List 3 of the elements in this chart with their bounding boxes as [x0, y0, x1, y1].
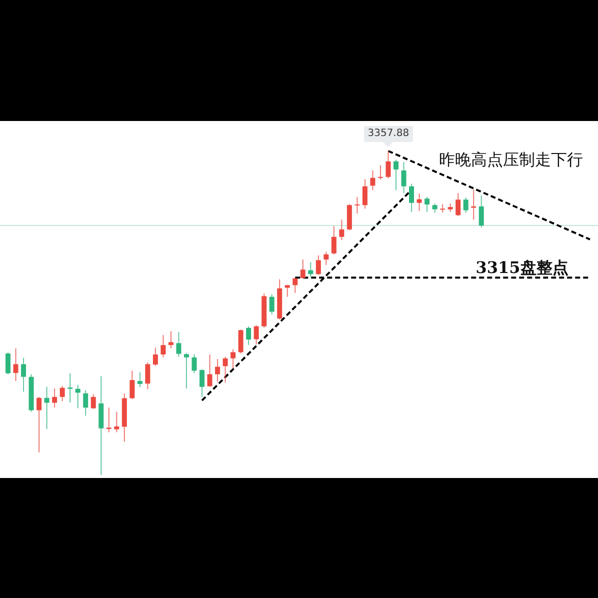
annotation: 3357.88 — [364, 126, 414, 142]
annotation: 昨晚高点压制走下行 — [439, 150, 583, 169]
annotation: 3315盘整点 — [476, 258, 568, 277]
